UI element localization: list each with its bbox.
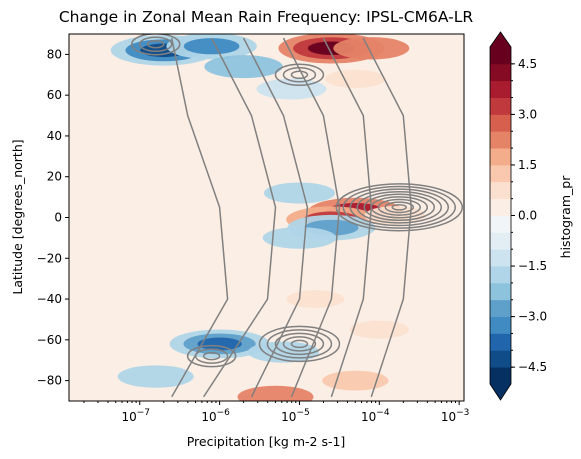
colorbar: 4.5 3.0 1.5 0.0 −1.5 −3.0 −4.5 [489,31,547,401]
colorbar-segment [490,97,511,115]
y-tick-label: 80 [47,47,62,61]
contour-line [391,203,408,211]
contour-line [290,70,309,80]
colorbar-segment [490,249,511,267]
colorbar-segment [490,47,511,65]
y-tick-label: 60 [47,88,62,102]
colorbar-segment [490,131,511,149]
x-tick-label: 10−4 [361,408,390,424]
anomaly-region [183,38,240,55]
y-axis: 80 60 40 20 0 −20 −40 −60 −80 [37,47,69,388]
colorbar-segment [490,198,511,216]
x-tick-label: 10−3 [441,408,470,424]
contour-layer [130,34,464,398]
x-tick-label: 10−5 [281,408,310,424]
contour-line [356,190,443,224]
colorbar-tick-label: −4.5 [518,360,547,374]
colorbar-tick-label: 0.0 [518,209,537,223]
y-tick-label: −40 [37,292,62,306]
chart-title: Change in Zonal Mean Rain Frequency: IPS… [59,8,473,26]
colorbar-segment [490,266,511,284]
y-tick-label: 20 [47,170,62,184]
colorbar-segment [490,215,511,233]
colorbar-segment [490,350,511,368]
anomaly-region [263,182,336,204]
anomaly-region [325,69,386,88]
colorbar-tick-label: −3.0 [518,310,547,324]
contour-line [322,37,373,398]
anomaly-region [197,337,242,351]
anomaly-region [286,290,345,308]
colorbar-segment [490,80,511,98]
contour-line [274,332,325,356]
colorbar-segment [490,148,511,166]
y-tick-label: −80 [37,374,62,388]
contour-line [377,198,422,216]
anomaly-region [349,320,409,339]
contour-line [335,183,464,232]
y-tick-label: 40 [47,129,62,143]
contour-line [282,37,341,398]
x-axis: 10−7 10−6 10−5 10−4 10−3 [83,401,470,424]
contour-line [170,37,229,398]
contour-line [186,344,237,368]
colorbar-extend-min [490,384,511,400]
y-tick-label: −20 [37,251,62,265]
contour-line [258,325,341,363]
colorbar-segment [490,316,511,334]
colorbar-segment [490,299,511,317]
colorbar-segment [490,232,511,250]
colorbar-segment [490,114,511,132]
x-tick-label: 10−7 [121,408,150,424]
contour-line [274,63,325,87]
contour-line [349,188,450,227]
anomaly-region [204,55,283,79]
colorbar-segment [490,282,511,301]
contour-line [266,329,333,359]
colorbar-segment [490,367,511,385]
colorbar-tick-label: −1.5 [518,259,547,273]
colorbar-tick-label: 4.5 [518,57,537,71]
contour-line [146,39,165,49]
y-axis-label: Latitude [degrees_north] [10,139,25,294]
contour-line [363,193,436,222]
colorbar-segment [490,181,511,200]
colorbar-segment [490,63,511,82]
colorbar-segment [490,164,511,183]
anomaly-region [333,37,410,60]
anomaly-region [117,365,194,388]
anomaly-region [237,385,314,401]
colorbar-label: histogram_pr [558,175,573,259]
colorbar-tick-label: 3.0 [518,107,537,121]
colorbar-tick-label: 1.5 [518,158,537,172]
contour-line [242,37,309,398]
contour-line [290,339,309,349]
y-tick-label: 0 [54,211,62,225]
contour-line [362,37,412,398]
contour-line [202,37,277,398]
contour-line [282,336,317,352]
contour-line [138,36,173,52]
x-tick-label: 10−6 [201,408,230,424]
contour-line [384,201,415,214]
contour-line [202,351,221,361]
anomaly-region [262,227,337,249]
y-tick-label: −60 [37,333,62,347]
contour-line [342,185,457,229]
plot-area: 10−7 10−6 10−5 10−4 10−3 80 60 40 20 0 −20 −40 −60 −… [37,33,470,424]
colorbar-outline [489,31,512,401]
colorbar-extend-max [490,32,511,47]
contour-line [130,34,181,56]
colorbar-segment [490,333,511,351]
x-axis-label: Precipitation [kg m-2 s-1] [187,434,346,449]
